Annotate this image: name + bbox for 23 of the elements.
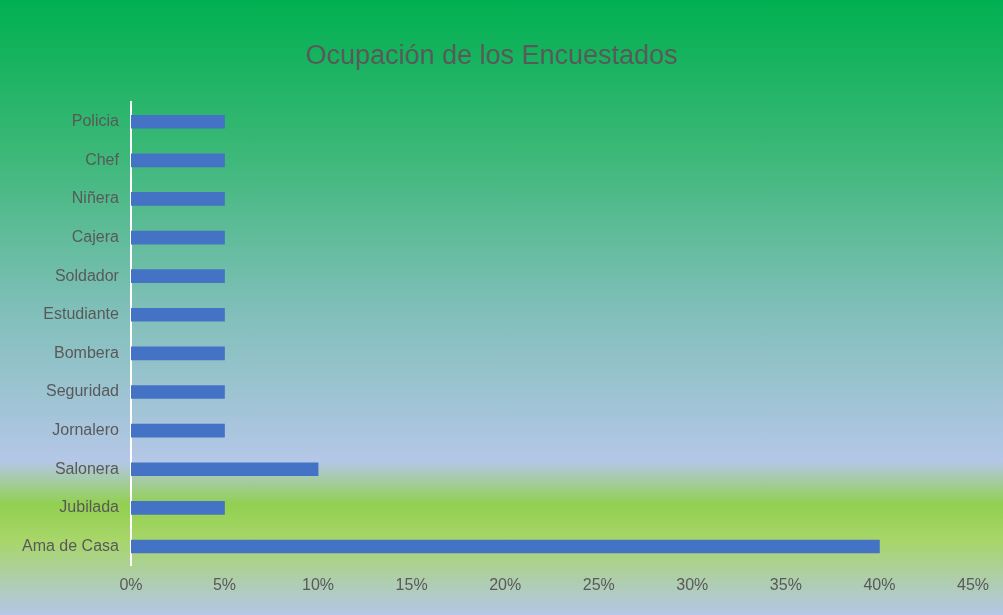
y-tick-label: Niñera [71,189,120,207]
y-tick-label: Seguridad [45,382,119,400]
y-tick-label: Salonera [54,459,120,477]
x-tick-label: 45% [956,575,990,593]
y-tick-label: Ama de Casa [22,536,120,554]
x-tick-label: 5% [212,575,237,593]
x-tick-label: 0% [119,575,143,593]
x-tick-label: 15% [395,575,428,593]
x-tick-label: 40% [863,575,896,593]
x-tick-label: 30% [676,575,709,593]
x-tick-label: 25% [582,575,615,593]
y-tick-label: Bombera [54,343,120,361]
y-tick-label: Policia [71,112,120,130]
y-tick-label: Soldador [54,266,120,284]
y-tick-label: Jubilada [59,498,120,516]
x-tick-label: 35% [769,575,802,593]
y-tick-label: Estudiante [43,305,120,323]
x-tick-label: 20% [489,575,522,593]
y-tick-label: Cajera [71,227,120,245]
x-tick-label: 10% [302,575,335,593]
y-tick-label: Jornalero [52,421,120,439]
y-tick-label: Chef [85,150,120,168]
chart-title: Ocupación de los Encuestados [305,39,678,70]
